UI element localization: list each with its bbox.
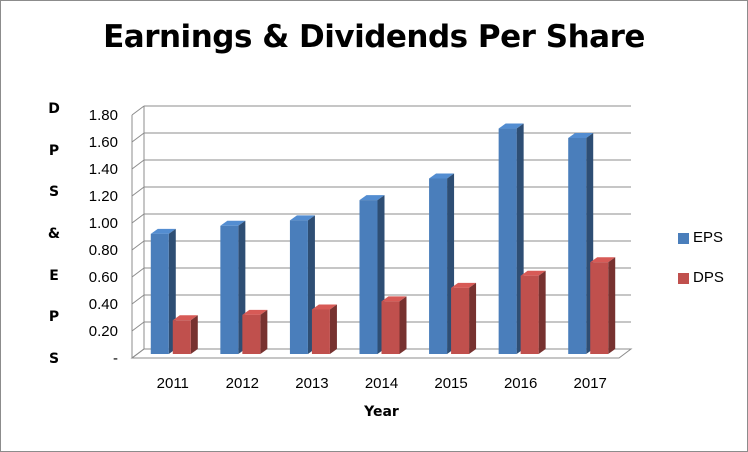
x-axis-label: Year	[363, 404, 399, 420]
x-tick-label: 2016	[504, 375, 537, 392]
legend-label: DPS	[693, 269, 724, 286]
bar-dps	[242, 314, 261, 354]
y-axis-label-letter: D	[48, 101, 60, 117]
y-axis-label-letter: P	[48, 309, 60, 325]
bar-eps-top	[150, 228, 176, 234]
bar-eps-top	[568, 133, 594, 138]
y-axis-label-letter: S	[48, 184, 60, 200]
bar-dps-side	[329, 304, 337, 354]
legend-swatch	[678, 273, 689, 284]
x-tick-label: 2013	[295, 375, 328, 392]
y-axis-label-letter: E	[49, 268, 59, 284]
bar-dps-side	[399, 296, 407, 354]
legend-swatch	[678, 233, 689, 244]
bar-eps-top	[429, 173, 455, 179]
x-tick-label: 2014	[365, 375, 398, 392]
bar-dps-top	[242, 309, 268, 315]
bar-dps-side	[608, 257, 616, 354]
y-axis-label-letter: S	[48, 351, 60, 367]
chart-title: Earnings & Dividends Per Share	[103, 19, 645, 55]
gridline-side	[131, 186, 145, 197]
bar-dps-side	[538, 270, 546, 354]
gridline-side	[131, 294, 145, 305]
y-tick-label: 1.40	[89, 161, 118, 178]
bar-eps	[568, 138, 587, 354]
y-tick-label: 1.00	[89, 215, 118, 232]
x-tick-label: 2011	[157, 375, 189, 392]
bar-eps-top	[289, 215, 315, 221]
bar-dps	[520, 275, 539, 354]
bar-eps-top	[359, 195, 385, 201]
y-tick-label: 0.80	[89, 242, 118, 259]
bar-dps	[590, 262, 609, 354]
y-tick-label: -	[113, 350, 118, 367]
y-tick-label: 1.80	[89, 107, 118, 124]
bar-eps	[429, 178, 448, 354]
y-tick-label: 1.60	[89, 134, 118, 151]
bar-eps	[498, 128, 517, 354]
gridline-side	[131, 132, 145, 143]
bar-dps	[451, 287, 470, 354]
gridline-side	[131, 321, 145, 332]
bar-dps-side	[469, 282, 477, 354]
bar-dps-top	[172, 315, 198, 321]
bar-dps-side	[190, 315, 198, 354]
bar-dps-top	[590, 257, 616, 263]
bar-dps-top	[520, 270, 546, 276]
x-tick-label: 2012	[226, 375, 259, 392]
x-tick-label: 2015	[434, 375, 467, 392]
y-tick-label: 1.20	[89, 188, 118, 205]
gridline-side	[131, 159, 145, 170]
gridline-side	[131, 267, 145, 278]
bar-dps	[172, 320, 191, 354]
y-tick-label: 0.20	[89, 323, 118, 340]
bar-dps-top	[381, 296, 407, 302]
y-axis-label-letter: P	[48, 143, 60, 159]
bar-eps	[150, 233, 169, 354]
bar-dps-top	[451, 282, 477, 288]
gridline-side	[131, 213, 145, 224]
bar-dps	[311, 309, 330, 354]
y-tick-label: 0.40	[89, 296, 118, 313]
y-axis-label-letter: &	[47, 226, 61, 242]
y-tick-label: 0.60	[89, 269, 118, 286]
bar-eps	[289, 220, 308, 354]
bar-eps-top	[498, 123, 524, 129]
gridline-side	[131, 105, 145, 116]
bar-dps	[381, 301, 400, 354]
gridline-side	[131, 240, 145, 251]
legend-label: EPS	[693, 229, 724, 246]
x-tick-label: 2017	[574, 375, 607, 392]
bar-dps-side	[260, 309, 268, 354]
y-axis-label: D P S & E P S	[41, 101, 67, 367]
bar-dps-top	[311, 304, 337, 310]
bar-eps	[359, 200, 378, 354]
bar-eps	[220, 225, 239, 354]
bar-eps-top	[220, 220, 246, 226]
